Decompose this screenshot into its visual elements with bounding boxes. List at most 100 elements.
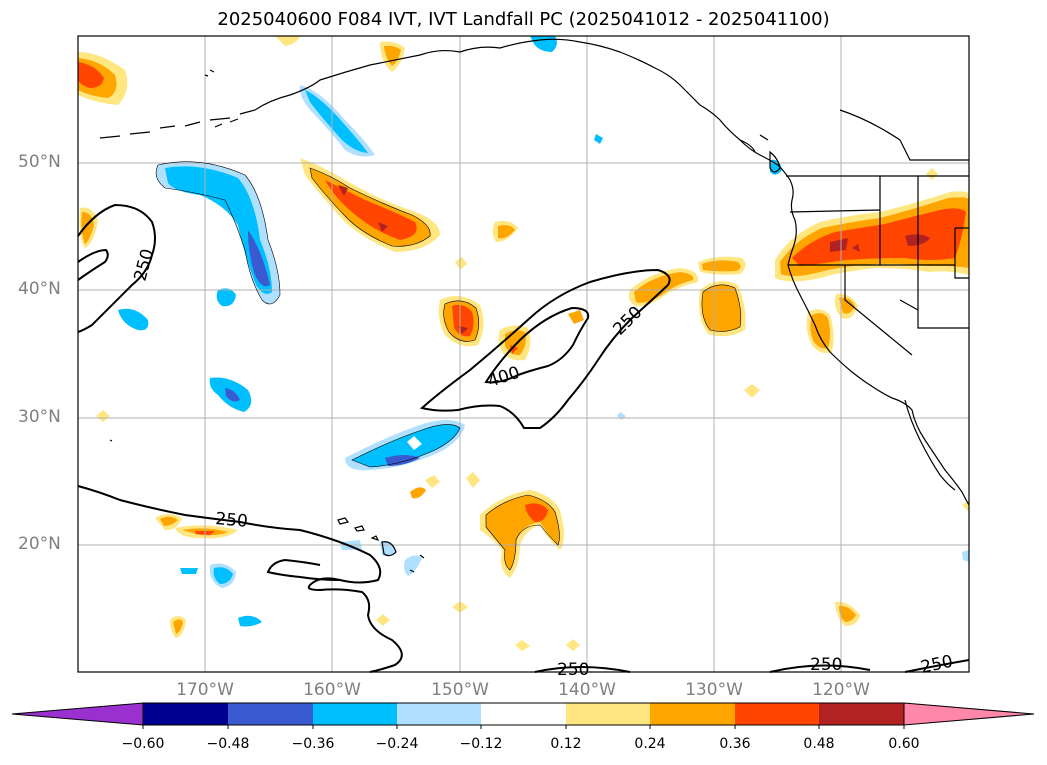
contour-label-250-bottom-1: 250 [557,660,589,680]
contour-250-south [77,485,382,584]
neg-patch-subtropical-core [352,424,460,467]
pos-patch-dot-8 [466,472,480,488]
colorbar-bin-7 [650,703,735,725]
patch-outlines [155,161,742,571]
pos-patch-dot-7 [425,475,440,488]
lat-label-40n: 40°N [18,279,61,299]
colorbar-ticks [142,725,905,729]
pos-patch-ar-east-3-core [701,284,741,332]
contour-250-west-inner [77,248,109,281]
pos-patch-ca-coast-core [810,313,830,349]
coast-small-islands [109,69,425,573]
colorbar-tick-label: −0.48 [206,736,250,752]
neg-patch-south-1-core [213,567,233,584]
neg-patch-small-3-deep [225,388,240,402]
pos-patch-dot-10 [515,640,530,651]
neg-patch-subtropical-deep [385,455,420,466]
border-canada-interior [839,109,969,161]
coast-aleutians [99,109,256,139]
colorbar-bin-8 [735,703,819,725]
neg-patch-south-3 [180,568,198,574]
pos-patch-landfall-core [792,208,966,266]
pos-patch-sw-1-core [160,516,178,526]
pos-patch-s-1-core [173,619,183,634]
colorbar-bin-4 [397,703,481,725]
colorbar-tick-label: 0.48 [803,736,835,752]
border-wa-or [789,209,881,213]
colorbar-tick-label: −0.12 [459,736,503,752]
colorbar-extend-right [903,702,1035,726]
lon-label-130w: 130°W [685,680,743,700]
pos-patch-top-center-mid [384,45,401,66]
colorbar-tick-label: −0.60 [121,736,165,752]
coast-hawaii-3 [370,535,380,542]
lat-label-30n: 30°N [18,407,61,427]
neg-patch-sw-aleutian-deep [248,230,270,287]
pos-patch-dot-5 [96,410,110,422]
neg-patch-small-2 [216,288,236,307]
ivt-contours [77,203,970,673]
contour-label-250-bottom-2: 250 [810,655,842,675]
colorbar-tick-label: −0.24 [375,736,419,752]
contour-250-west [77,203,156,333]
lon-label-170w: 170°W [176,680,234,700]
contour-250-mid [419,268,671,429]
colorbar [11,702,1035,729]
colorbar-extend-left [11,702,144,726]
pos-patch-dot-3 [744,384,760,398]
colorbar-tick-label: 0.24 [634,736,666,752]
neg-patch-sw-aleutian-core [165,166,272,294]
pos-patch-dot-4 [926,168,938,180]
coast-baja [904,399,956,491]
colorbar-bin-6 [566,703,650,725]
coast-hawaii-2 [354,525,365,532]
colorbar-bin-2 [228,703,313,725]
contour-250-bottom-1 [534,666,631,673]
pos-patch-mid-2-core [498,225,515,239]
border-state-lines [844,176,969,356]
pos-patch-gulf-deep-2 [378,222,388,232]
pos-patch-gulf-deep-1 [338,185,348,196]
colorbar-tick-label: 0.60 [888,736,920,752]
pos-patch-nw-edge-core [78,62,104,88]
pos-patch-top-center-2 [275,36,300,46]
pos-patch-ar-east-core [634,272,694,303]
pos-patch-dot-11 [566,639,580,651]
lon-label-160w: 160°W [303,680,361,700]
lon-label-150w: 150°W [431,680,489,700]
neg-patch-small-1 [118,308,149,331]
pos-patch-subtropic-deep [525,503,548,522]
map-title: 2025040600 F084 IVT, IVT Landfall PC (20… [217,9,830,30]
contour-label-250-south: 250 [215,509,249,532]
contour-250-bottom-3 [904,659,970,673]
coast-alaska-south [254,38,779,166]
pos-patch-dot-12 [376,614,390,626]
neg-patch-small-7 [962,550,969,562]
coast-islands-bc [739,134,781,173]
coastlines [99,38,970,573]
coast-hawaii-4 [381,541,397,557]
coast-or-ca [787,264,970,506]
pos-patch-dot-1 [455,257,467,270]
neg-patch-hawaii-3 [404,555,422,576]
pos-patch-ar-east-2-core [702,260,741,272]
lon-label-120w: 120°W [812,680,870,700]
colorbar-bin-5 [481,703,566,725]
pos-patch-ca-coast-2-core [839,297,855,314]
colorbar-bin-9 [819,703,904,725]
colorbar-bin-1 [143,703,228,725]
coast-hawaii-1 [337,517,350,525]
colorbar-tick-label: 0.12 [550,736,582,752]
neg-patch-gulf-north-core [305,90,368,153]
lat-label-50n: 50°N [18,152,61,172]
neg-patch-subtropical-white [407,436,422,450]
colorbar-tick-label: −0.36 [291,736,335,752]
pos-patch-landfall-deep-1 [830,238,848,252]
pos-patch-dot-2 [568,310,584,324]
map-frame [77,35,970,673]
contour-250-bottom-2 [769,664,871,673]
colorbar-bin-3 [313,703,397,725]
lon-label-140w: 140°W [558,680,616,700]
pos-patch-dot-6 [410,487,426,499]
